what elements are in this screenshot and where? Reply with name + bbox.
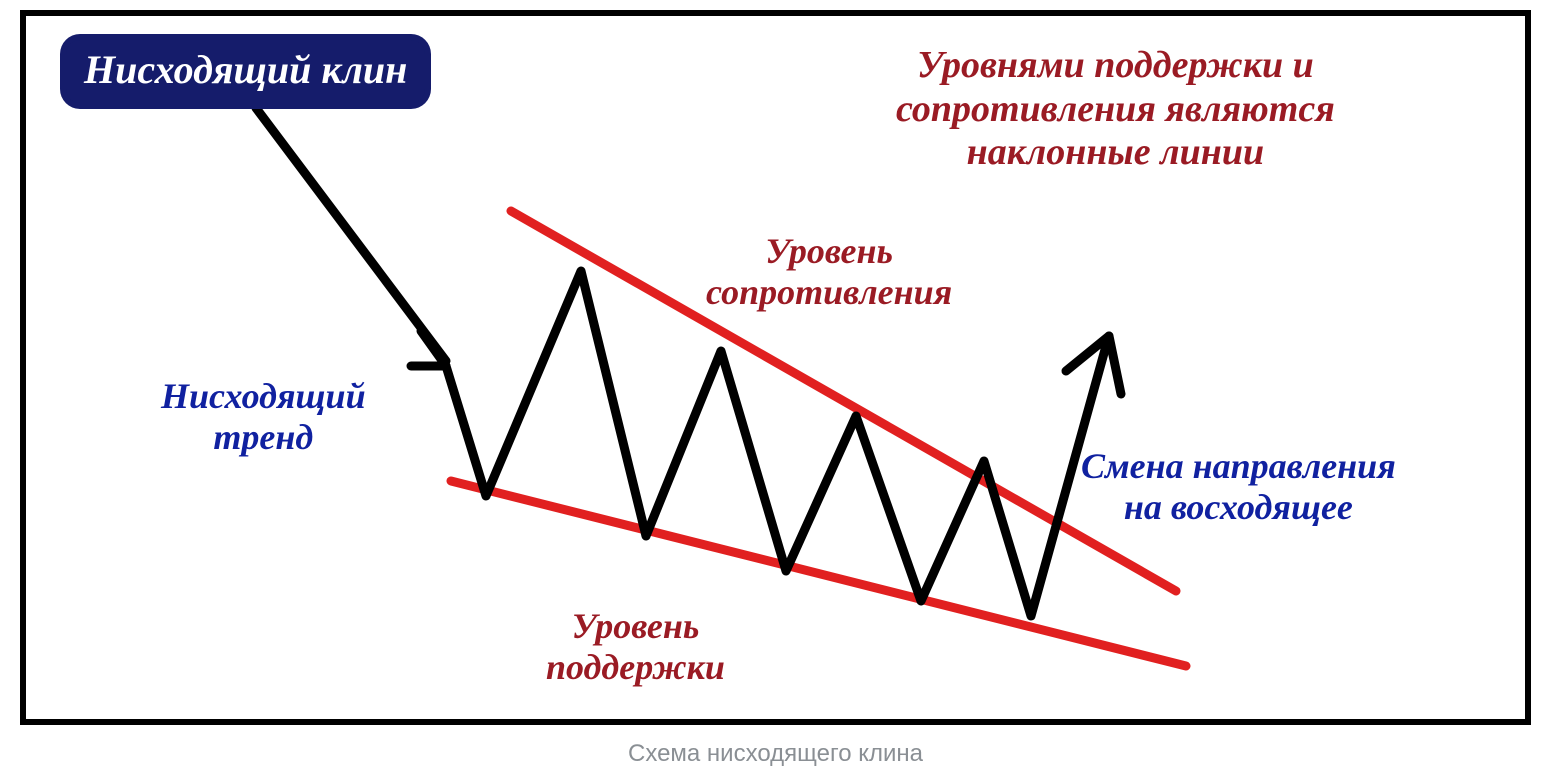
label-note: Уровнями поддержки и сопротивления являю… [896, 44, 1335, 175]
label-support: Уровень поддержки [546, 606, 725, 689]
figure-caption: Схема нисходящего клина [0, 740, 1551, 768]
downtrend-arrow-icon [256, 108, 446, 366]
label-reversal: Смена направления на восходящее [1081, 446, 1396, 529]
figure-container: Нисходящий клин Нисходящий тренд Уровень… [0, 0, 1551, 779]
diagram-title-badge: Нисходящий клин [66, 40, 425, 103]
label-downtrend: Нисходящий тренд [161, 376, 366, 459]
figure-frame: Нисходящий клин Нисходящий тренд Уровень… [20, 10, 1531, 725]
label-resistance: Уровень сопротивления [706, 231, 952, 314]
